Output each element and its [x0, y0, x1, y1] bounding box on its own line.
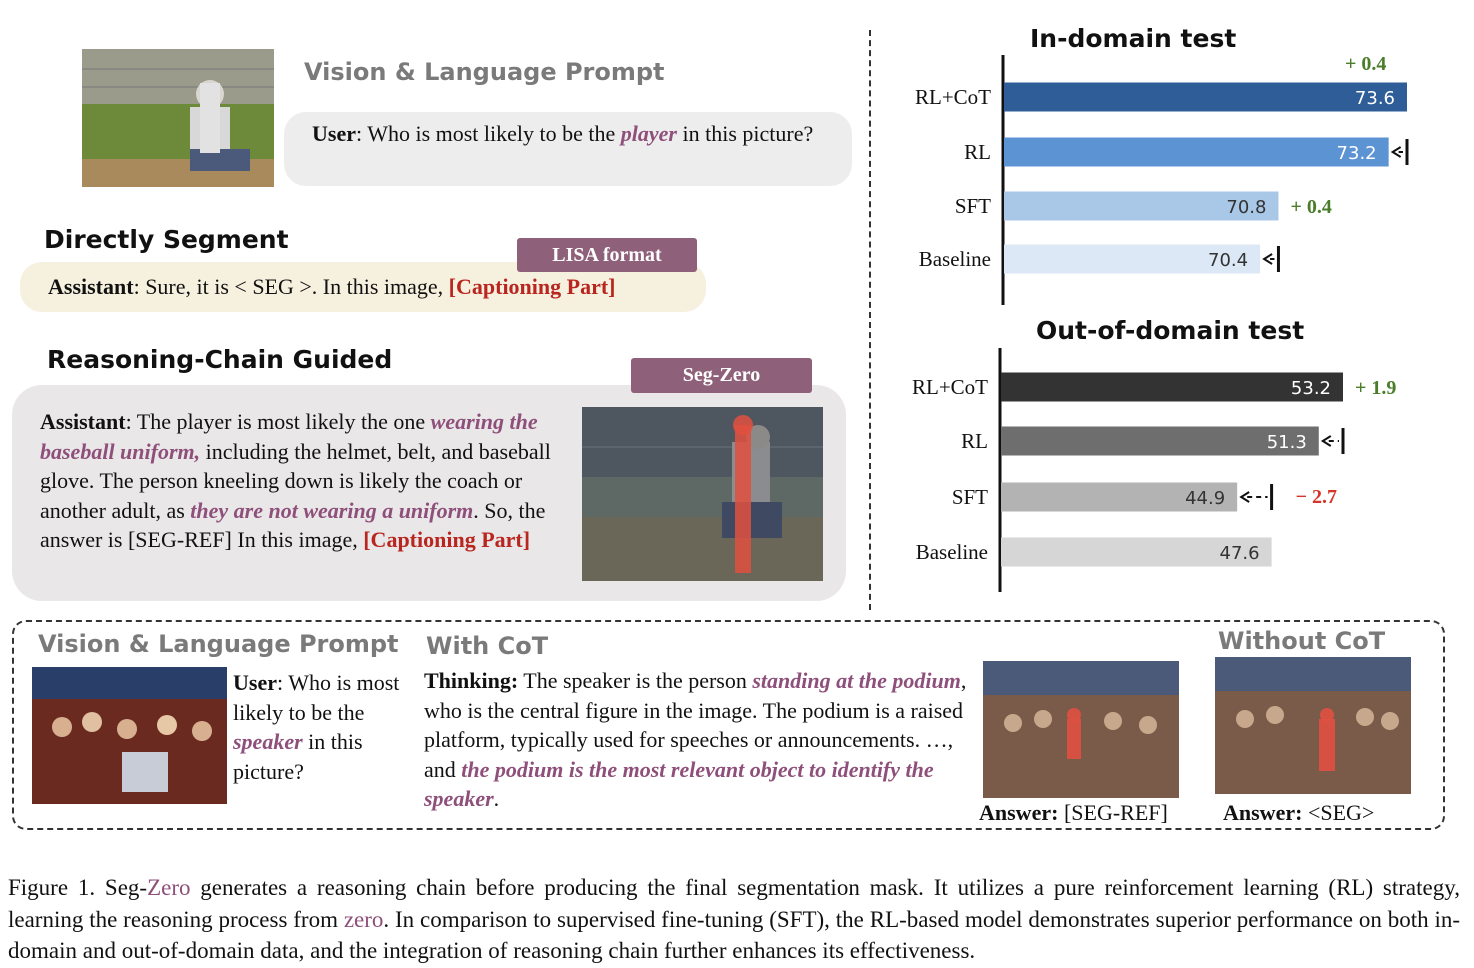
direct-captioning: [Captioning Part]	[448, 274, 616, 299]
chart-gain-label: + 1.9	[1355, 377, 1396, 399]
bottom-user-label: User	[233, 670, 277, 695]
nocot-result-art	[1215, 657, 1411, 794]
chart-value-label: 53.2	[1291, 378, 1331, 399]
answer-value-a: [SEG-REF]	[1058, 800, 1168, 825]
answer-label-b: Answer:	[1223, 800, 1303, 825]
seg-zero-tag: Seg-Zero	[631, 358, 812, 393]
reasoning-hl-b: they are not wearing a uniform	[190, 497, 474, 523]
with-cot-title: With CoT	[426, 632, 549, 660]
caption-zero-2: zero	[343, 906, 384, 932]
chart-value-label: 70.4	[1208, 250, 1248, 271]
reasoning-title: Reasoning-Chain Guided	[47, 345, 393, 374]
user-text-a: : Who is most likely to be the	[355, 121, 621, 146]
chart-category-label: SFT	[952, 485, 988, 509]
chart-arrow-head	[1239, 491, 1250, 503]
chart-bar	[1004, 191, 1279, 221]
bottom-user-text-a: : Who is most likely to be the	[233, 670, 400, 725]
answer-without-cot: Answer: <SEG>	[1223, 800, 1374, 826]
reasoning-text: Assistant: The player is most likely the…	[40, 407, 576, 555]
user-text-b: in this picture?	[676, 121, 814, 146]
bottom-user-highlight: speaker	[233, 729, 303, 754]
prompt-title: Vision & Language Prompt	[304, 58, 665, 86]
reasoning-text-c: . So, the answer is [SEG-REF] In this im…	[40, 497, 546, 553]
baseball-photo-art	[82, 49, 274, 187]
thinking-label: Thinking:	[424, 668, 519, 693]
chart-category-label: RL+CoT	[912, 375, 988, 399]
reasoning-text-a: : The player is most likely the one	[125, 409, 431, 434]
cot-result-art	[983, 661, 1179, 798]
chart-gain-label: + 0.4	[1345, 53, 1386, 75]
chart-bar	[1001, 537, 1272, 567]
speaker-photo-art	[32, 667, 227, 804]
thinking-text-c: .	[493, 786, 500, 811]
answer-with-cot: Answer: [SEG-REF]	[979, 800, 1168, 826]
chart-category-label: SFT	[955, 194, 991, 218]
answer-label-a: Answer:	[979, 800, 1059, 825]
chart-value-label: 73.2	[1337, 143, 1377, 164]
bottom-panel	[12, 620, 1445, 830]
thinking-text-a: The speaker is the person	[518, 668, 753, 693]
chart-arrow-head	[1320, 435, 1332, 447]
answer-value-b: <SEG>	[1302, 800, 1375, 825]
reasoning-assistant-label: Assistant	[40, 409, 126, 434]
chart-bar	[1001, 426, 1319, 456]
thinking-hl-a: standing at the podium	[752, 668, 961, 693]
chart-title-out-domain: Out-of-domain test	[1036, 316, 1305, 345]
chart-value-label: 51.3	[1267, 432, 1307, 453]
cot-result-photo	[983, 661, 1179, 798]
chart-category-label: RL	[964, 140, 991, 164]
bottom-user-text: User: Who is most likely to be the speak…	[233, 668, 403, 786]
baseball-photo	[82, 49, 274, 187]
chart-category-label: RL	[961, 429, 988, 453]
chart-category-label: Baseline	[919, 247, 991, 271]
thinking-hl-b: the podium is the most relevant object t…	[424, 756, 934, 812]
segmented-photo-art	[582, 407, 823, 581]
direct-segment-title: Directly Segment	[44, 225, 289, 254]
speaker-photo	[32, 667, 227, 804]
bottom-user-text-b: in this picture?	[233, 729, 363, 784]
chart-arrow-head	[1262, 253, 1273, 265]
nocot-result-photo	[1215, 657, 1411, 794]
chart-bar	[1001, 482, 1238, 512]
vertical-divider	[869, 30, 871, 610]
direct-assistant-label: Assistant	[48, 274, 134, 299]
chart-category-label: Baseline	[916, 540, 988, 564]
caption-b: generates a reasoning chain before produ…	[8, 875, 1460, 932]
caption-zero-1: Zero	[147, 875, 191, 900]
thinking-text-b: , who is the central figure in the image…	[424, 668, 967, 782]
chart-arrow-head	[1390, 146, 1402, 158]
user-label: User	[312, 121, 356, 146]
chart-gain-label: − 2.7	[1296, 486, 1337, 508]
direct-answer-text: Assistant: Sure, it is < SEG >. In this …	[48, 274, 616, 300]
lisa-format-tag: LISA format	[517, 238, 697, 272]
chart-bar	[1004, 82, 1407, 112]
user-prompt-bubble	[284, 112, 852, 186]
bar-charts: RL+CoT 73.6 + 0.4 RL 73.2 SFT 70.8 + 0.4 Baselin…	[912, 53, 1409, 592]
reasoning-text-b: including the helmet, belt, and baseball…	[40, 438, 551, 523]
chart-value-label: 73.6	[1355, 88, 1395, 109]
figure-caption: Figure 1. Seg-Zero generates a reasoning…	[8, 872, 1460, 967]
without-cot-title: Without CoT	[1218, 627, 1386, 655]
chart-value-label: 44.9	[1185, 488, 1225, 509]
chart-value-label: 47.6	[1220, 543, 1260, 564]
caption-c: . In comparison to supervised fine-tunin…	[8, 906, 1460, 964]
thinking-text: Thinking: The speaker is the person stan…	[424, 666, 978, 814]
reasoning-captioning: [Captioning Part]	[363, 527, 531, 552]
direct-text-a: : Sure, it is < SEG >. In this image,	[133, 274, 449, 299]
caption-a: Figure 1. Seg-	[8, 875, 148, 900]
user-prompt-text: User: Who is most likely to be the playe…	[312, 119, 832, 149]
chart-gain-label: + 0.4	[1290, 196, 1331, 218]
chart-value-label: 70.8	[1226, 197, 1266, 218]
user-highlight: player	[620, 121, 677, 146]
chart-title-in-domain: In-domain test	[1030, 24, 1237, 53]
chart-bar	[1001, 372, 1343, 402]
segmented-baseball-photo	[582, 407, 823, 581]
chart-category-label: RL+CoT	[915, 85, 991, 109]
reasoning-hl-a: wearing the baseball uniform,	[40, 409, 538, 464]
bottom-prompt-title: Vision & Language Prompt	[38, 630, 399, 658]
chart-bar	[1004, 137, 1389, 167]
chart-bar	[1004, 244, 1261, 274]
